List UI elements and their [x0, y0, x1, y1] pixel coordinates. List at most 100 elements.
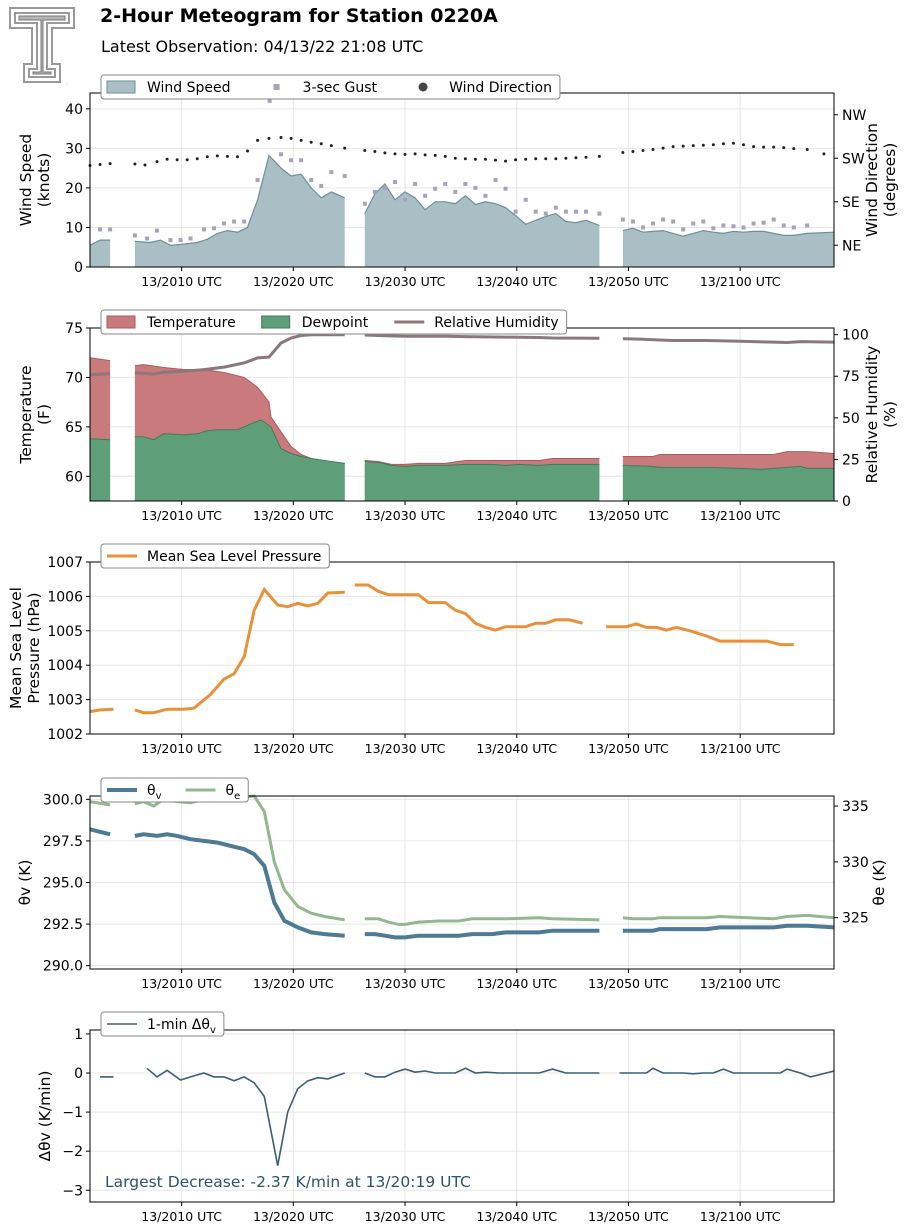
gust-point: [533, 209, 538, 214]
direction-point: [473, 157, 477, 161]
x-tick-label: 13/2020 UTC: [253, 274, 334, 289]
y-tick-label: 297.5: [43, 834, 83, 850]
gust-point: [108, 227, 113, 232]
direction-point: [319, 142, 323, 146]
y2-tick-label: 0: [842, 494, 851, 510]
gust-point: [178, 238, 183, 243]
x-tick-label: 13/2030 UTC: [365, 741, 446, 756]
gust-point: [329, 170, 334, 175]
y2-tick-label: 100: [842, 328, 869, 344]
direction-point: [373, 149, 377, 153]
direction-point: [108, 162, 112, 166]
direction-point: [534, 157, 538, 161]
legend-label: 3-sec Gust: [303, 80, 378, 96]
direction-point: [762, 145, 766, 149]
gust-point: [267, 98, 272, 103]
dewpoint-area: [622, 465, 834, 501]
gust-point: [342, 174, 347, 179]
y2-tick-label: 330: [842, 855, 869, 871]
y-axis-label: Δθv (K/min): [36, 1071, 54, 1162]
panel-dtheta: 13/2010 UTC 13/2020 UTC 13/2030 UTC 13/2040…: [36, 1011, 835, 1224]
direction-point: [641, 149, 645, 153]
y-axis-label: Wind Speed(knots): [17, 134, 53, 226]
gust-point: [711, 226, 716, 231]
direction-point: [309, 140, 313, 144]
x-tick-label: 13/2020 UTC: [253, 1209, 334, 1224]
direction-point: [155, 160, 159, 164]
gust-point: [413, 181, 418, 186]
gust-point: [319, 183, 324, 188]
svg-text:.: .: [66, 81, 68, 86]
y-tick-label: 20: [65, 181, 83, 197]
legend-box: [100, 543, 330, 569]
x-tick-label: 13/2020 UTC: [253, 508, 334, 523]
direction-point: [225, 154, 229, 158]
direction-point: [165, 157, 169, 161]
gust-point: [553, 205, 558, 210]
gust-point: [761, 220, 766, 225]
direction-point: [423, 153, 427, 157]
x-tick-label: 13/2010 UTC: [141, 976, 222, 991]
legend-swatch: [261, 315, 291, 329]
gust-point: [423, 193, 428, 198]
delta-theta-line: [100, 1067, 835, 1166]
legend-label: Relative Humidity: [434, 315, 558, 331]
direction-point: [329, 144, 333, 148]
direction-point: [195, 157, 199, 161]
direction-point: [671, 145, 675, 149]
gust-point: [731, 224, 736, 229]
gust-point: [473, 185, 478, 190]
y2-tick-label: 50: [842, 411, 860, 427]
direction-point: [651, 148, 655, 152]
y-tick-label: 70: [65, 370, 83, 386]
gust-point: [573, 209, 578, 214]
gust-point: [443, 181, 448, 186]
gust-point: [805, 223, 810, 228]
gust-point: [242, 219, 247, 224]
gust-point: [255, 178, 260, 182]
y2-axis-label: Wind Direction(degrees): [863, 123, 899, 237]
gust-point: [630, 219, 635, 224]
y-axis-label: Mean Sea LevelPressure (hPa): [7, 587, 43, 709]
x-tick-label: 13/2050 UTC: [588, 1209, 669, 1224]
direction-point: [701, 143, 705, 147]
dewpoint-area: [90, 438, 111, 501]
direction-point: [514, 158, 518, 162]
y-axis-label: Temperature(F): [17, 365, 53, 464]
gust-point: [681, 227, 686, 232]
direction-point: [731, 141, 735, 145]
gust-point: [299, 158, 304, 163]
direction-point: [544, 157, 548, 161]
gust-point: [433, 186, 438, 191]
x-tick-label: 13/2100 UTC: [700, 741, 781, 756]
direction-point: [691, 144, 695, 148]
y-tick-label: −2: [62, 1144, 83, 1160]
direction-point: [584, 155, 588, 159]
direction-point: [621, 150, 625, 154]
wind-speed-area: [622, 228, 834, 267]
y-tick-label: 0: [74, 260, 83, 276]
gust-point: [463, 181, 468, 186]
x-tick-label: 13/2100 UTC: [700, 508, 781, 523]
direction-point: [772, 145, 776, 149]
legend: 1-min Δθv: [100, 1011, 225, 1037]
y-tick-label: 75: [65, 321, 83, 337]
gust-point: [222, 221, 227, 226]
direction-point: [143, 163, 147, 167]
y-tick-label: 1: [74, 1027, 83, 1043]
gust-point: [155, 228, 160, 233]
panel-pressure: 13/2010 UTC 13/2020 UTC 13/2030 UTC 13/2040…: [7, 543, 835, 756]
y-tick-label: 0: [74, 1066, 83, 1082]
direction-point: [267, 136, 271, 140]
gust-point: [372, 189, 377, 194]
gust-point: [392, 179, 397, 184]
y-tick-label: 1003: [47, 693, 83, 709]
page-title: 2-Hour Meteogram for Station 0220A: [100, 5, 498, 27]
x-tick-label: 13/2100 UTC: [700, 274, 781, 289]
y2-axis-label: θe (K): [870, 859, 888, 905]
gust-point: [751, 221, 756, 226]
panel-theta: 13/2010 UTC 13/2020 UTC 13/2030 UTC 13/2040…: [16, 777, 888, 991]
theta-v-line: [89, 827, 835, 940]
direction-point: [363, 149, 367, 153]
